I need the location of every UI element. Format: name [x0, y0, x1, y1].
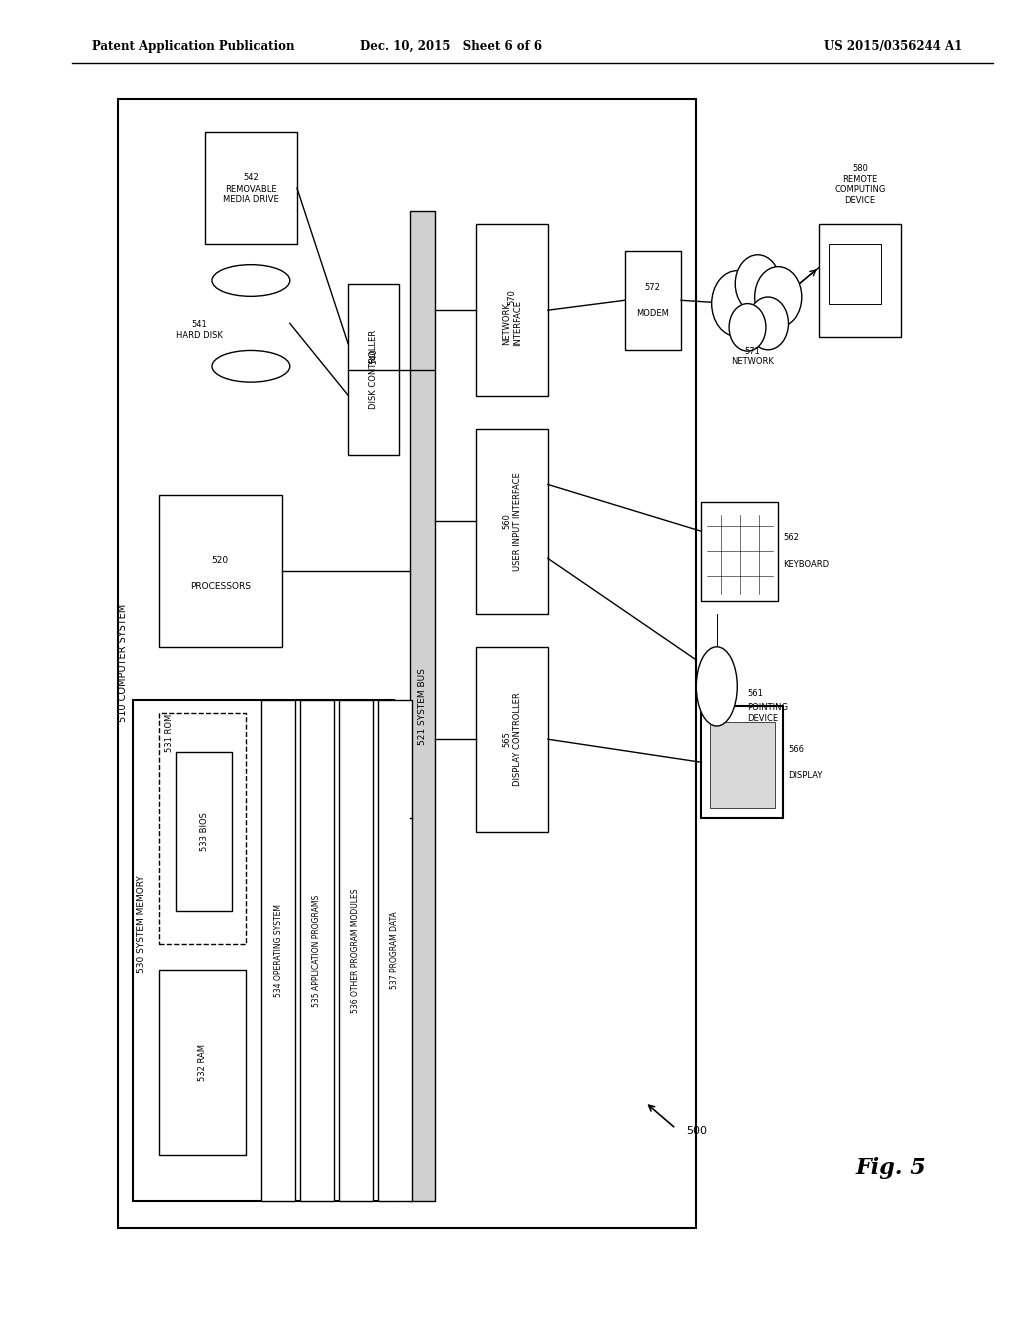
Text: 530 SYSTEM MEMORY: 530 SYSTEM MEMORY — [137, 875, 145, 973]
Text: DISPLAY: DISPLAY — [788, 771, 823, 780]
FancyBboxPatch shape — [176, 752, 232, 911]
Ellipse shape — [696, 647, 737, 726]
FancyBboxPatch shape — [159, 713, 246, 944]
FancyBboxPatch shape — [348, 284, 399, 455]
Text: Fig. 5: Fig. 5 — [855, 1158, 927, 1179]
Text: 570: 570 — [508, 289, 516, 305]
FancyBboxPatch shape — [710, 722, 775, 808]
Text: 561: 561 — [748, 689, 764, 697]
FancyBboxPatch shape — [378, 700, 412, 1201]
Text: 500: 500 — [686, 1126, 708, 1137]
Text: 536 OTHER PROGRAM MODULES: 536 OTHER PROGRAM MODULES — [351, 888, 360, 1012]
Text: 560
USER INPUT INTERFACE: 560 USER INPUT INTERFACE — [503, 473, 521, 570]
FancyBboxPatch shape — [261, 700, 295, 1201]
Text: MODEM: MODEM — [636, 309, 670, 318]
FancyBboxPatch shape — [339, 700, 373, 1201]
FancyBboxPatch shape — [212, 280, 290, 366]
Ellipse shape — [212, 350, 290, 383]
FancyBboxPatch shape — [701, 502, 778, 601]
Text: 572: 572 — [645, 282, 660, 292]
Circle shape — [729, 304, 766, 351]
FancyBboxPatch shape — [159, 970, 246, 1155]
Text: 542: 542 — [243, 173, 259, 182]
Text: 521 SYSTEM BUS: 521 SYSTEM BUS — [418, 668, 427, 744]
Text: 533 BIOS: 533 BIOS — [200, 812, 209, 851]
Text: 562: 562 — [783, 533, 800, 543]
Ellipse shape — [212, 264, 290, 297]
FancyBboxPatch shape — [819, 224, 901, 337]
FancyBboxPatch shape — [476, 429, 548, 614]
FancyBboxPatch shape — [829, 244, 881, 304]
Text: 571
NETWORK: 571 NETWORK — [731, 347, 774, 366]
Circle shape — [735, 255, 780, 313]
FancyBboxPatch shape — [118, 99, 696, 1228]
Text: 532 RAM: 532 RAM — [198, 1044, 207, 1081]
Text: REMOVABLE
MEDIA DRIVE: REMOVABLE MEDIA DRIVE — [223, 185, 279, 205]
Text: 541
HARD DISK: 541 HARD DISK — [176, 321, 223, 339]
Text: 565
DISPLAY CONTROLLER: 565 DISPLAY CONTROLLER — [503, 692, 521, 787]
Text: 510 COMPUTER SYSTEM: 510 COMPUTER SYSTEM — [118, 605, 128, 722]
Text: DISK CONTROLLER: DISK CONTROLLER — [370, 330, 378, 409]
FancyBboxPatch shape — [133, 700, 394, 1201]
Text: 540: 540 — [370, 348, 378, 364]
Text: Dec. 10, 2015   Sheet 6 of 6: Dec. 10, 2015 Sheet 6 of 6 — [359, 40, 542, 53]
Text: 566: 566 — [788, 744, 805, 754]
Circle shape — [712, 271, 763, 337]
Circle shape — [755, 267, 802, 327]
FancyBboxPatch shape — [410, 211, 435, 1201]
FancyBboxPatch shape — [159, 495, 282, 647]
Text: KEYBOARD: KEYBOARD — [783, 560, 829, 569]
FancyBboxPatch shape — [476, 224, 548, 396]
Text: US 2015/0356244 A1: US 2015/0356244 A1 — [824, 40, 963, 53]
Text: 520: 520 — [212, 556, 228, 565]
Text: POINTING
DEVICE: POINTING DEVICE — [748, 704, 788, 722]
Text: 535 APPLICATION PROGRAMS: 535 APPLICATION PROGRAMS — [312, 894, 322, 1007]
FancyBboxPatch shape — [625, 251, 681, 350]
FancyBboxPatch shape — [476, 647, 548, 832]
FancyBboxPatch shape — [300, 700, 334, 1201]
Text: 531 ROM: 531 ROM — [165, 714, 174, 751]
Text: Patent Application Publication: Patent Application Publication — [92, 40, 295, 53]
FancyBboxPatch shape — [701, 706, 783, 818]
Text: 580
REMOTE
COMPUTING
DEVICE: 580 REMOTE COMPUTING DEVICE — [835, 165, 886, 205]
Text: NETWORK
INTERFACE: NETWORK INTERFACE — [503, 301, 521, 346]
Text: PROCESSORS: PROCESSORS — [189, 582, 251, 591]
Text: 537 PROGRAM DATA: 537 PROGRAM DATA — [390, 912, 399, 989]
FancyBboxPatch shape — [205, 132, 297, 244]
Circle shape — [748, 297, 788, 350]
Text: 534 OPERATING SYSTEM: 534 OPERATING SYSTEM — [273, 904, 283, 997]
